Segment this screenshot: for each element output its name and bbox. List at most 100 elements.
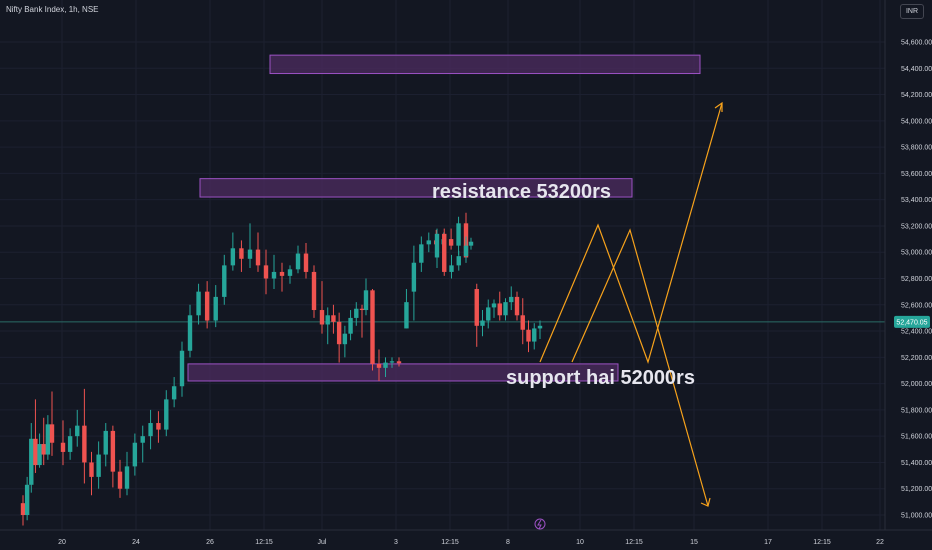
candle-body [196, 291, 201, 316]
resistance-label: resistance 53200rs [432, 181, 611, 203]
candle-body [204, 291, 210, 321]
y-tick-label: 53,200.00 [901, 223, 932, 230]
candle-body [474, 289, 479, 326]
candle-body [41, 444, 46, 455]
candle-body [37, 444, 42, 466]
y-tick-label: 52,000.00 [901, 381, 932, 388]
candle-body [532, 328, 537, 342]
candle-body [491, 303, 497, 308]
x-tick-label: 20 [58, 539, 66, 546]
candle-body [67, 436, 73, 452]
x-tick-label: 10 [576, 539, 584, 546]
candle-body [263, 265, 269, 279]
x-tick-label: 3 [394, 539, 398, 546]
x-tick-label: 15 [690, 539, 698, 546]
candle-body [363, 290, 369, 311]
candle-body [526, 329, 531, 342]
candle-body [396, 361, 402, 364]
x-tick-label: 12:15 [813, 539, 831, 546]
candle-body [287, 269, 293, 276]
zone-box [269, 54, 701, 75]
candle-body [342, 333, 348, 345]
y-tick-label: 51,800.00 [901, 407, 932, 414]
candle-body [132, 442, 138, 467]
candle-body [33, 438, 38, 466]
candle-body [187, 315, 193, 351]
candle-body [348, 317, 353, 334]
last-price-label: 52,470.05 [896, 319, 927, 326]
candle-body [148, 423, 153, 437]
x-tick-label: 12:15 [625, 539, 643, 546]
symbol-title[interactable]: Nifty Bank Index, 1h, NSE [6, 5, 99, 14]
candle-body [463, 245, 469, 257]
candle-body [520, 315, 525, 330]
currency-badge[interactable]: INR [900, 4, 924, 19]
candle-body [45, 424, 51, 455]
candle-body [75, 425, 80, 437]
candle-body [370, 290, 375, 364]
candle-body [271, 271, 277, 279]
candle-body [230, 248, 236, 266]
arrowhead-down [700, 497, 711, 507]
candle-body [239, 248, 244, 259]
x-tick-label: 12:15 [441, 539, 459, 546]
candle-body [60, 442, 66, 452]
y-tick-label: 53,800.00 [901, 145, 932, 152]
candle-body [110, 430, 116, 472]
projection-path [571, 228, 709, 507]
candle-body [49, 424, 55, 443]
candle-body [89, 462, 94, 477]
candle-body [140, 436, 145, 443]
x-tick-label: Jul [318, 539, 327, 546]
candle-body [442, 233, 447, 272]
candle-body [376, 363, 382, 368]
candle-body [509, 296, 514, 303]
x-tick-label: 12:15 [255, 539, 273, 546]
y-tick-label: 53,600.00 [901, 171, 932, 178]
candle-body [255, 249, 261, 266]
lightning-icon [534, 518, 546, 530]
x-tick-label: 8 [506, 539, 510, 546]
candle-body [456, 256, 461, 266]
last-price-tag [894, 315, 930, 328]
candle-body [247, 249, 253, 259]
candle-body [325, 315, 330, 325]
candle-body [354, 308, 359, 318]
projection-path [539, 102, 723, 364]
y-tick-label: 52,400.00 [901, 329, 932, 336]
y-tick-label: 54,400.00 [901, 66, 932, 73]
x-tick-label: 24 [132, 539, 140, 546]
y-tick-label: 51,200.00 [901, 486, 932, 493]
y-tick-label: 52,600.00 [901, 302, 932, 309]
candle-body [449, 265, 454, 272]
candle-body [117, 471, 123, 489]
candle-body [486, 307, 491, 321]
candle-body [434, 233, 440, 258]
y-tick-label: 54,600.00 [901, 40, 932, 47]
candle-body [222, 265, 227, 297]
candle-body [331, 315, 336, 322]
zone-box [187, 363, 619, 382]
candle-body [448, 239, 454, 246]
candle-body [468, 241, 474, 246]
candle-body [156, 423, 161, 430]
y-tick-label: 51,000.00 [901, 513, 932, 520]
x-tick-label: 22 [876, 539, 884, 546]
candle-body [29, 438, 34, 485]
candle-body [389, 361, 395, 363]
candle-body [96, 454, 101, 477]
candle-body [20, 503, 26, 515]
candle-body [124, 466, 130, 489]
candle-body [503, 302, 508, 316]
candle-body [411, 262, 417, 292]
candle-body [480, 320, 485, 326]
support-label: support hai 52000rs [506, 367, 695, 389]
y-tick-label: 54,200.00 [901, 92, 932, 99]
candle-body [311, 271, 317, 311]
candle-body [164, 399, 169, 430]
zone-box [199, 178, 633, 198]
candle-body [179, 350, 185, 387]
candle-body [319, 310, 325, 325]
y-tick-label: 52,200.00 [901, 355, 932, 362]
